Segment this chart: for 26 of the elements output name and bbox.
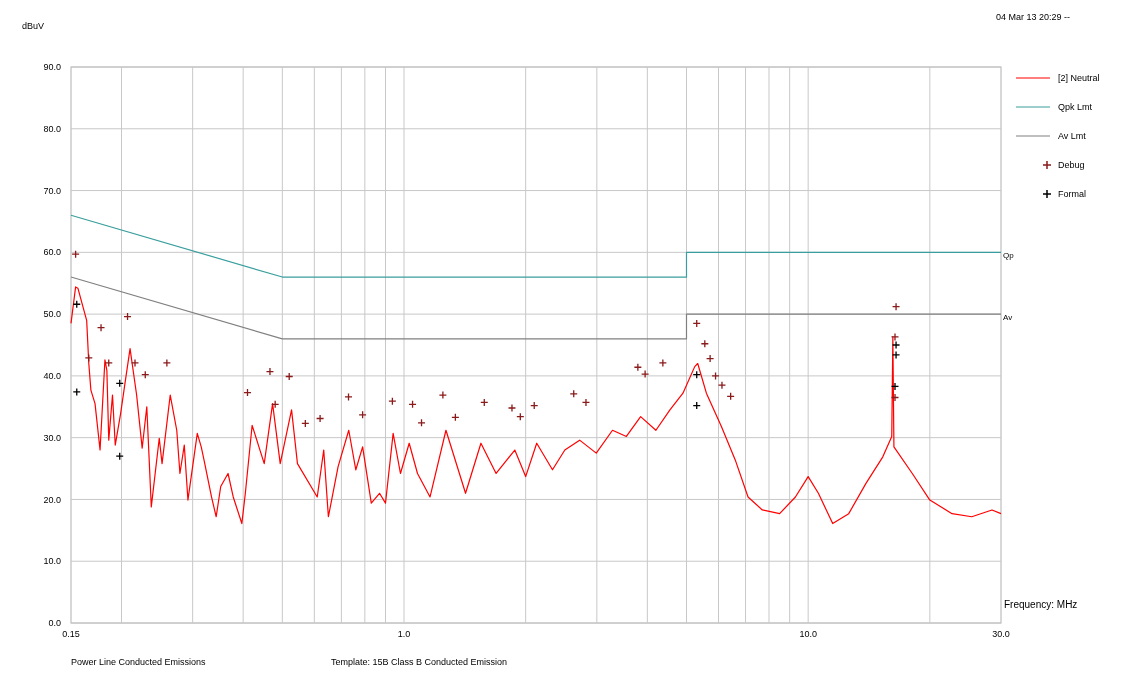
x-axis-title: Frequency: MHz [1004, 598, 1078, 610]
y-axis-title: dBuV [22, 21, 45, 31]
y-tick-label: 40.0 [43, 371, 61, 382]
annotation: Qp [1003, 251, 1015, 261]
y-tick-label: 70.0 [43, 185, 61, 196]
text: Template: 15B Class B Conducted Emission [331, 657, 508, 667]
y-tick-label: 90.0 [43, 62, 61, 73]
legend-label: Av Lmt [1058, 131, 1087, 142]
y-tick-label: 30.0 [43, 432, 61, 443]
legend-label: Qpk Lmt [1058, 102, 1093, 113]
x-tick-label: 30.0 [992, 629, 1010, 639]
y-tick-label: 50.0 [43, 309, 61, 320]
x-tick-label: 10.0 [799, 629, 817, 639]
y-tick-label: 60.0 [43, 247, 61, 258]
text: Power Line Conducted Emissions [71, 657, 207, 667]
y-tick-label: 10.0 [43, 556, 61, 567]
y-tick-label: 80.0 [43, 123, 61, 134]
annotation: Av [1003, 313, 1013, 323]
x-tick-label: 0.15 [62, 629, 80, 639]
text: 04 Mar 13 20:29 -- [996, 12, 1071, 22]
x-tick-label: 1.0 [397, 629, 411, 639]
legend-label: [2] Neutral [1058, 73, 1100, 84]
legend-label: Formal [1058, 189, 1087, 200]
y-tick-label: 0.0 [48, 618, 61, 629]
y-tick-label: 20.0 [43, 494, 61, 505]
legend-label: Debug [1058, 160, 1085, 171]
